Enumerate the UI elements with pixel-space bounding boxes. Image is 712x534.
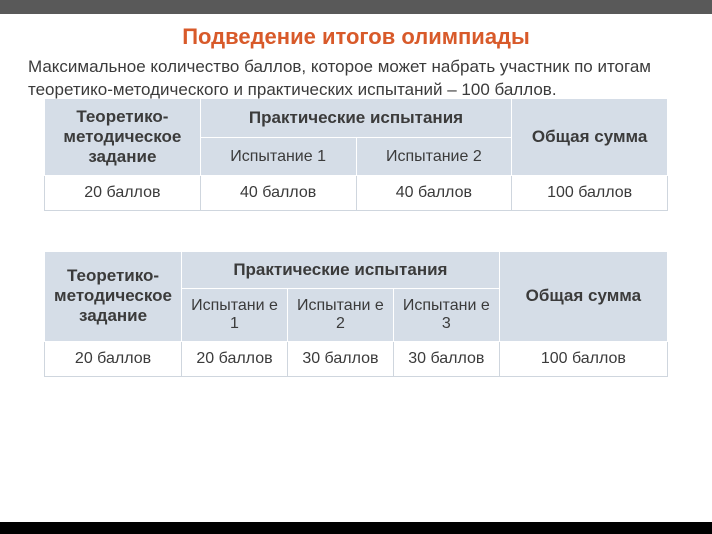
- t1-cell-theory: 20 баллов: [45, 175, 201, 210]
- t1-cell-test1: 40 баллов: [200, 175, 356, 210]
- intro-paragraph: Максимальное количество баллов, которое …: [0, 56, 712, 102]
- t2-header-total: Общая сумма: [499, 251, 667, 341]
- tables-gap: [0, 211, 712, 251]
- t2-cell-total: 100 баллов: [499, 341, 667, 376]
- t2-header-theory: Теоретико-методическое задание: [45, 251, 182, 341]
- t1-subheader-test1: Испытание 1: [200, 138, 356, 175]
- top-decorative-bar: [0, 0, 712, 14]
- t2-cell-test2: 30 баллов: [287, 341, 393, 376]
- page-title: Подведение итогов олимпиады: [0, 24, 712, 50]
- t2-header-practical-group: Практические испытания: [182, 251, 500, 288]
- t2-cell-theory: 20 баллов: [45, 341, 182, 376]
- t1-header-practical-group: Практические испытания: [200, 98, 512, 138]
- table2-wrap: Теоретико-методическое задание Практичес…: [0, 251, 712, 377]
- t2-subheader-test2: Испытани е 2: [287, 288, 393, 341]
- t1-cell-total: 100 баллов: [512, 175, 668, 210]
- t2-subheader-test1: Испытани е 1: [182, 288, 288, 341]
- t1-header-total: Общая сумма: [512, 98, 668, 175]
- scores-table-1: Теоретико-методическое задание Практичес…: [44, 98, 668, 211]
- t2-subheader-test3: Испытани е 3: [393, 288, 499, 341]
- scores-table-2: Теоретико-методическое задание Практичес…: [44, 251, 668, 377]
- t1-subheader-test2: Испытание 2: [356, 138, 512, 175]
- t1-header-theory: Теоретико-методическое задание: [45, 98, 201, 175]
- bottom-black-bar: [0, 522, 712, 534]
- t2-cell-test3: 30 баллов: [393, 341, 499, 376]
- table1-wrap: Теоретико-методическое задание Практичес…: [0, 98, 712, 211]
- t2-cell-test1: 20 баллов: [182, 341, 288, 376]
- t1-cell-test2: 40 баллов: [356, 175, 512, 210]
